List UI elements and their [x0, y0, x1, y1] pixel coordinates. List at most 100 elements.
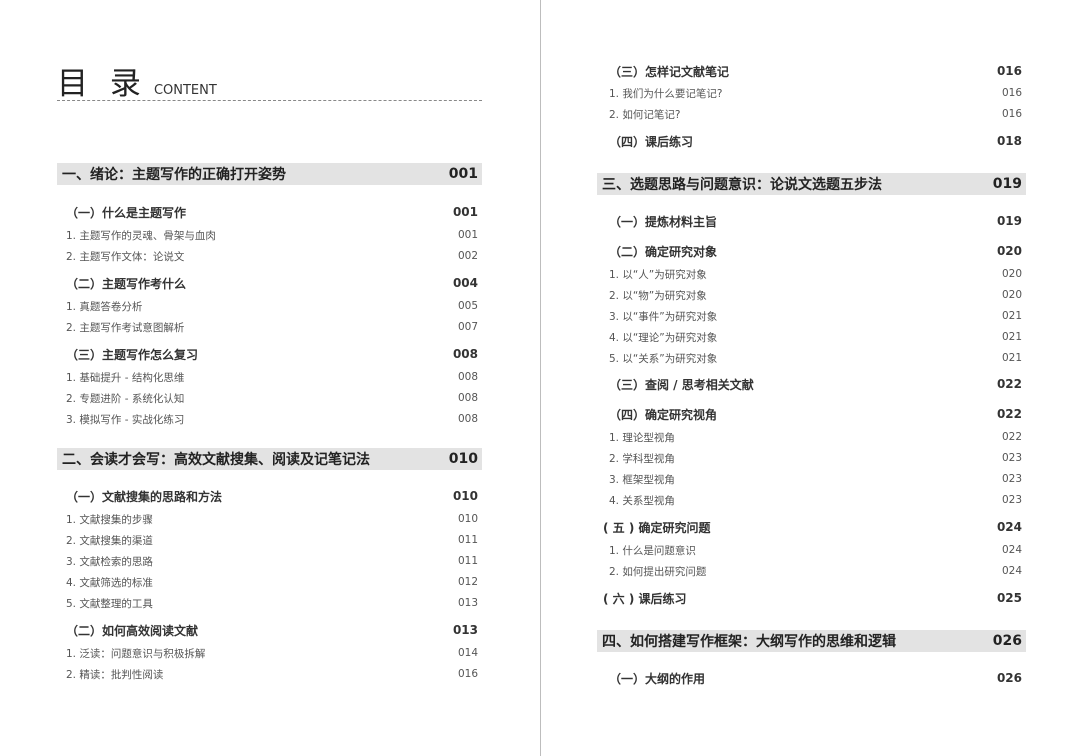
toc-page-number: 002	[457, 250, 478, 262]
toc-page-number: 010	[448, 451, 478, 467]
toc-entry-title: 四、如何搭建写作框架：大纲写作的思维和逻辑	[602, 634, 896, 650]
toc-item-row[interactable]: 2. 专题进阶 - 系统化认知 008	[66, 391, 478, 405]
toc-entry-title: 2. 学科型视角	[609, 452, 675, 465]
toc-page-number: 001	[457, 229, 478, 241]
toc-section-row[interactable]: ( 五 ) 确定研究问题 024	[603, 519, 1022, 535]
toc-page-number: 026	[992, 633, 1022, 649]
toc-item-row[interactable]: 2. 学科型视角 023	[609, 451, 1022, 465]
toc-section-row[interactable]: （三）怎样记文献笔记 016	[609, 63, 1022, 79]
toc-page-number: 024	[1001, 565, 1022, 577]
toc-item-row[interactable]: 2. 文献搜集的渠道 011	[66, 533, 478, 547]
toc-entry-title: 一、绪论：主题写作的正确打开姿势	[62, 167, 286, 183]
toc-item-row[interactable]: 3. 文献检索的思路 011	[66, 554, 478, 568]
toc-item-row[interactable]: 3. 模拟写作 - 实战化练习 008	[66, 412, 478, 426]
toc-entry-title: 2. 专题进阶 - 系统化认知	[66, 392, 185, 405]
toc-title-main: 目 录	[57, 66, 147, 102]
toc-title: 目 录 CONTENT	[57, 58, 217, 103]
toc-item-row[interactable]: 2. 精读：批判性阅读 016	[66, 667, 478, 681]
toc-section-row[interactable]: （三）查阅 / 思考相关文献 022	[609, 376, 1022, 392]
toc-entry-title: 5. 文献整理的工具	[66, 597, 153, 610]
toc-page-number: 021	[1001, 331, 1022, 343]
toc-entry-title: 1. 理论型视角	[609, 431, 675, 444]
toc-page-number: 010	[457, 513, 478, 525]
toc-chapter-row[interactable]: 一、绪论：主题写作的正确打开姿势 001	[57, 163, 482, 185]
toc-item-row[interactable]: 3. 以“事件”为研究对象 021	[609, 309, 1022, 323]
toc-item-row[interactable]: 1. 理论型视角 022	[609, 430, 1022, 444]
right-page: （三）怎样记文献笔记 016 1. 我们为什么要记笔记? 016 2. 如何记笔记? 01…	[542, 0, 1080, 756]
toc-page-number: 020	[996, 244, 1022, 258]
toc-section-row[interactable]: （三）主题写作怎么复习 008	[66, 346, 478, 362]
toc-page-number: 008	[457, 392, 478, 404]
toc-section-row[interactable]: ( 六 ) 课后练习 025	[603, 590, 1022, 606]
toc-item-row[interactable]: 1. 以“人”为研究对象 020	[609, 267, 1022, 281]
toc-section-row[interactable]: （四）课后练习 018	[609, 133, 1022, 149]
toc-page-number: 008	[457, 413, 478, 425]
toc-page-number: 024	[1001, 544, 1022, 556]
toc-item-row[interactable]: 3. 框架型视角 023	[609, 472, 1022, 486]
toc-page-number: 022	[1001, 431, 1022, 443]
page-spine-divider	[540, 0, 541, 756]
toc-item-row[interactable]: 2. 如何记笔记? 016	[609, 107, 1022, 121]
toc-item-row[interactable]: 1. 什么是问题意识 024	[609, 543, 1022, 557]
toc-page-number: 019	[992, 176, 1022, 192]
toc-section-row[interactable]: （一）文献搜集的思路和方法 010	[66, 488, 478, 504]
toc-page-number: 024	[996, 520, 1022, 534]
toc-item-row[interactable]: 5. 以“关系”为研究对象 021	[609, 351, 1022, 365]
toc-item-row[interactable]: 2. 以“物”为研究对象 020	[609, 288, 1022, 302]
toc-page-number: 016	[457, 668, 478, 680]
toc-section-row[interactable]: （一）什么是主题写作 001	[66, 204, 478, 220]
toc-item-row[interactable]: 1. 我们为什么要记笔记? 016	[609, 86, 1022, 100]
toc-entry-title: 2. 精读：批判性阅读	[66, 668, 164, 681]
toc-item-row[interactable]: 1. 真题答卷分析 005	[66, 299, 478, 313]
toc-page-number: 005	[457, 300, 478, 312]
toc-title-subtitle: CONTENT	[153, 83, 217, 98]
toc-item-row[interactable]: 2. 如何提出研究问题 024	[609, 564, 1022, 578]
toc-page-number: 011	[457, 534, 478, 546]
toc-page-number: 020	[1001, 268, 1022, 280]
toc-page-number: 011	[457, 555, 478, 567]
toc-entry-title: （二）主题写作考什么	[66, 276, 187, 291]
toc-chapter-row[interactable]: 三、选题思路与问题意识：论说文选题五步法 019	[597, 173, 1026, 195]
toc-item-row[interactable]: 5. 文献整理的工具 013	[66, 596, 478, 610]
toc-section-row[interactable]: （四）确定研究视角 022	[609, 406, 1022, 422]
toc-item-row[interactable]: 1. 文献搜集的步骤 010	[66, 512, 478, 526]
toc-entry-title: 1. 以“人”为研究对象	[609, 268, 707, 281]
toc-entry-title: 4. 关系型视角	[609, 494, 675, 507]
toc-page-number: 023	[1001, 494, 1022, 506]
toc-page-number: 016	[1001, 87, 1022, 99]
toc-entry-title: 1. 什么是问题意识	[609, 544, 696, 557]
toc-entry-title: 2. 如何记笔记?	[609, 108, 681, 121]
toc-page-number: 013	[457, 597, 478, 609]
toc-section-row[interactable]: （一）大纲的作用 026	[609, 670, 1022, 686]
toc-page-number: 021	[1001, 352, 1022, 364]
toc-item-row[interactable]: 1. 主题写作的灵魂、骨架与血肉 001	[66, 228, 478, 242]
toc-chapter-row[interactable]: 四、如何搭建写作框架：大纲写作的思维和逻辑 026	[597, 630, 1026, 652]
toc-chapter-row[interactable]: 二、会读才会写：高效文献搜集、阅读及记笔记法 010	[57, 448, 482, 470]
toc-page-number: 018	[996, 134, 1022, 148]
toc-page-number: 012	[457, 576, 478, 588]
toc-entry-title: 3. 模拟写作 - 实战化练习	[66, 413, 185, 426]
toc-entry-title: ( 六 ) 课后练习	[603, 591, 687, 606]
toc-page-number: 013	[452, 623, 478, 637]
toc-item-row[interactable]: 4. 关系型视角 023	[609, 493, 1022, 507]
toc-page-number: 008	[452, 347, 478, 361]
toc-item-row[interactable]: 4. 文献筛选的标准 012	[66, 575, 478, 589]
toc-item-row[interactable]: 2. 主题写作文体：论说文 002	[66, 249, 478, 263]
toc-entry-title: 1. 泛读：问题意识与积极拆解	[66, 647, 206, 660]
toc-item-row[interactable]: 1. 基础提升 - 结构化思维 008	[66, 370, 478, 384]
toc-entry-title: 5. 以“关系”为研究对象	[609, 352, 718, 365]
toc-page-number: 010	[452, 489, 478, 503]
toc-section-row[interactable]: （一）提炼材料主旨 019	[609, 213, 1022, 229]
toc-entry-title: 三、选题思路与问题意识：论说文选题五步法	[602, 177, 882, 193]
toc-entry-title: （三）主题写作怎么复习	[66, 347, 199, 362]
toc-section-row[interactable]: （二）如何高效阅读文献 013	[66, 622, 478, 638]
toc-page-number: 022	[996, 407, 1022, 421]
toc-section-row[interactable]: （二）主题写作考什么 004	[66, 275, 478, 291]
toc-page-number: 020	[1001, 289, 1022, 301]
toc-entry-title: （二）如何高效阅读文献	[66, 623, 199, 638]
toc-item-row[interactable]: 2. 主题写作考试意图解析 007	[66, 320, 478, 334]
toc-section-row[interactable]: （二）确定研究对象 020	[609, 243, 1022, 259]
toc-item-row[interactable]: 4. 以“理论”为研究对象 021	[609, 330, 1022, 344]
toc-item-row[interactable]: 1. 泛读：问题意识与积极拆解 014	[66, 646, 478, 660]
toc-page-number: 023	[1001, 473, 1022, 485]
